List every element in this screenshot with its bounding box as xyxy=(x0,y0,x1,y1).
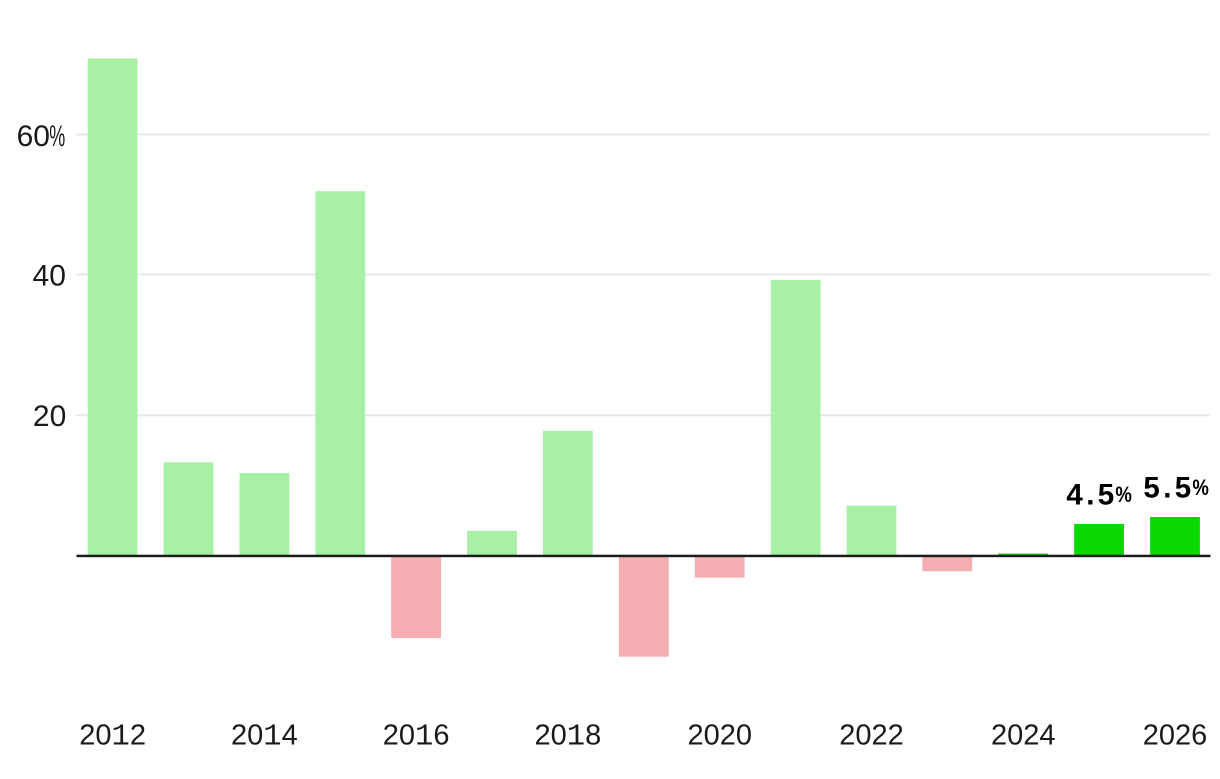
svg-text:%: % xyxy=(49,120,65,153)
svg-text:5.5: 5.5 xyxy=(1143,472,1194,505)
svg-text:2020: 2020 xyxy=(687,719,752,751)
svg-text:%: % xyxy=(1192,475,1209,500)
svg-text:2016: 2016 xyxy=(383,719,450,754)
svg-text:4.5: 4.5 xyxy=(1066,479,1117,512)
svg-text:2018: 2018 xyxy=(535,719,602,754)
svg-text:60: 60 xyxy=(17,120,50,153)
svg-text:2024: 2024 xyxy=(991,719,1056,751)
svg-text:2012: 2012 xyxy=(79,719,146,754)
svg-text:2022: 2022 xyxy=(839,719,904,751)
svg-text:20: 20 xyxy=(33,400,66,433)
svg-text:2014: 2014 xyxy=(231,719,298,754)
svg-text:2026: 2026 xyxy=(1143,719,1208,751)
svg-text:%: % xyxy=(1115,482,1132,507)
svg-text:40: 40 xyxy=(33,259,66,292)
